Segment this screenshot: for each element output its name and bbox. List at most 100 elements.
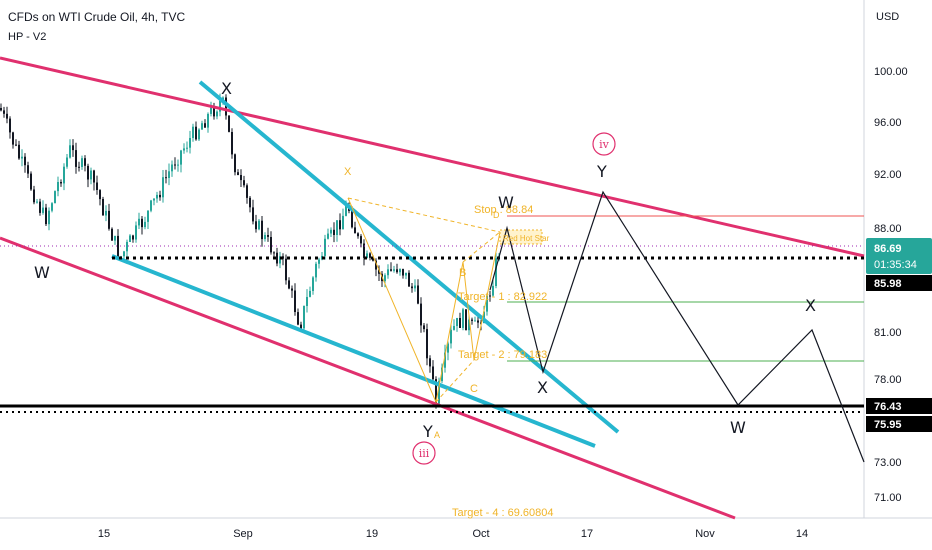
- pattern-label-b: B: [459, 267, 466, 279]
- candle-body: [180, 150, 182, 165]
- wave-label-x-1: X: [221, 79, 232, 98]
- channel-lower-line[interactable]: [0, 236, 736, 520]
- candle-body: [156, 194, 158, 199]
- candle-body: [462, 309, 464, 328]
- x-tick-15: 15: [98, 528, 110, 540]
- candle-body: [357, 233, 359, 237]
- y-tick-96: 96.00: [874, 117, 902, 129]
- candle-body: [417, 285, 419, 304]
- pattern-bd: [462, 231, 501, 263]
- candle-body: [495, 258, 497, 286]
- candle-body: [105, 210, 107, 216]
- candle-body: [447, 343, 449, 353]
- candle-body: [261, 220, 263, 240]
- candle-body: [489, 295, 491, 297]
- candle-body: [6, 113, 8, 119]
- candle-body: [24, 156, 26, 166]
- candle-body: [45, 207, 47, 225]
- y-tick-81: 81.00: [874, 327, 902, 339]
- candle-body: [354, 227, 356, 234]
- y-tick-78: 78.00: [874, 374, 902, 386]
- price-tag-current-value: 86.69: [874, 243, 902, 255]
- channel-upper-line[interactable]: [0, 56, 865, 258]
- price-tag-countdown: 01:35:34: [874, 259, 917, 271]
- candle-body: [408, 272, 410, 287]
- candle-body: [36, 201, 38, 203]
- candle-body: [243, 180, 245, 186]
- candle-body: [114, 235, 116, 241]
- wave-projection-path[interactable]: [489, 190, 865, 463]
- candle-body: [318, 259, 320, 264]
- candle-body: [66, 157, 68, 167]
- candle-body: [204, 123, 206, 128]
- price-tag-85-98[interactable]: 85.98: [866, 275, 932, 291]
- candle-body: [435, 379, 437, 404]
- x-tick-19: 19: [366, 528, 378, 540]
- candle-body: [246, 185, 248, 198]
- candle-body: [144, 221, 146, 228]
- candle-body: [117, 235, 119, 259]
- x-tick-17: 17: [581, 528, 593, 540]
- star-label: Red Hot Star: [503, 234, 550, 243]
- candle-body: [213, 107, 215, 117]
- candle-body: [402, 269, 404, 276]
- candle-body: [414, 285, 416, 289]
- candle-body: [153, 198, 155, 201]
- candle-body: [390, 269, 392, 271]
- candle-body: [336, 220, 338, 235]
- candle-body: [0, 108, 2, 111]
- candle-body: [51, 203, 53, 211]
- wedge-upper-line[interactable]: [198, 80, 620, 434]
- candle-body: [459, 318, 461, 328]
- wave-iv-marker: iv: [592, 132, 616, 156]
- candle-body: [465, 309, 467, 331]
- candle-body: [369, 253, 371, 258]
- y-tick-100: 100.00: [874, 66, 908, 78]
- price-tag-75-95[interactable]: 75.95: [866, 416, 932, 432]
- wedge-lower-line[interactable]: [111, 254, 596, 448]
- candle-body: [39, 201, 41, 213]
- candle-body: [276, 252, 278, 264]
- candle-body: [441, 367, 443, 382]
- candle-body: [195, 126, 197, 140]
- candle-body: [96, 182, 98, 190]
- x-tick-oct: Oct: [472, 528, 489, 540]
- candle-body: [279, 256, 281, 264]
- roman-label-iii: iii: [419, 447, 430, 460]
- candle-body: [174, 164, 176, 166]
- x-tick-14: 14: [796, 528, 808, 540]
- candle-body: [102, 199, 104, 216]
- candle-body: [324, 238, 326, 256]
- candle-body: [99, 190, 101, 200]
- y-tick-92: 92.00: [874, 169, 902, 181]
- candle-body: [342, 215, 344, 230]
- candle-body: [93, 170, 95, 183]
- candle-body: [360, 236, 362, 244]
- candle-body: [255, 221, 257, 230]
- roman-label-iv: iv: [599, 138, 610, 151]
- candle-body: [426, 329, 428, 359]
- candle-body: [21, 156, 23, 159]
- price-tag-76-43[interactable]: 76.43: [866, 398, 932, 414]
- candle-body: [72, 145, 74, 151]
- pattern-label-c: C: [470, 383, 478, 395]
- wave-iii-marker: iii: [412, 441, 436, 465]
- wave-label-y-1: Y: [422, 422, 433, 441]
- candle-body: [273, 252, 275, 254]
- candle-body: [366, 253, 368, 258]
- candle-body: [81, 158, 83, 167]
- candle-body: [423, 325, 425, 330]
- candle-body: [264, 235, 266, 239]
- candle-body: [168, 171, 170, 178]
- candle-body: [456, 318, 458, 326]
- price-tag-current[interactable]: 86.69 01:35:34: [866, 238, 932, 274]
- candle-body: [315, 263, 317, 278]
- candle-body: [411, 286, 413, 289]
- candle-body: [339, 220, 341, 230]
- wave-label-y-2: Y: [596, 162, 607, 181]
- candle-body: [42, 207, 44, 213]
- candle-body: [54, 191, 56, 204]
- candle-body: [297, 312, 299, 325]
